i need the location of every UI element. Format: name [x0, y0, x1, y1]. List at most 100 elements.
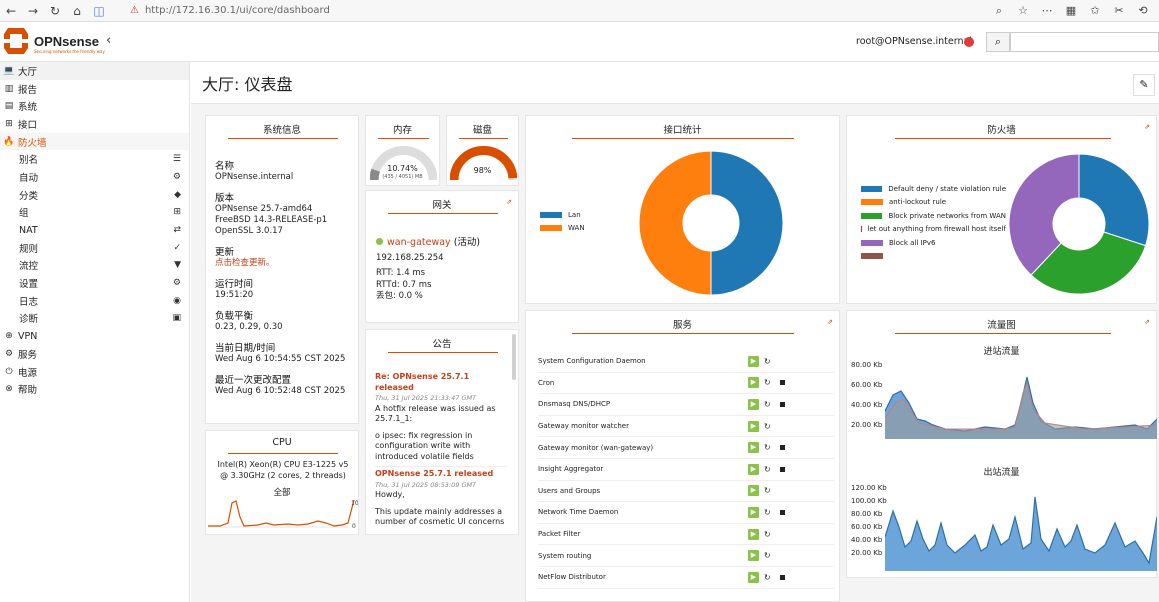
restart-icon[interactable]: ↻ — [764, 464, 771, 474]
user-label[interactable]: root@OPNsense.internal — [856, 36, 972, 47]
sidebar-subitem[interactable]: NAT ⇄ — [0, 221, 189, 239]
external-link-icon[interactable]: ⇗ — [827, 318, 833, 326]
sidebar-item[interactable]: ⊗ 帮助 — [0, 380, 189, 398]
donut-slice[interactable] — [1030, 231, 1147, 295]
legend-item[interactable]: Default deny / state violation rule — [861, 182, 1006, 196]
stop-icon[interactable] — [780, 380, 785, 386]
restart-icon[interactable]: ↻ — [764, 572, 771, 582]
undo-icon[interactable]: ⟲ — [1138, 3, 1148, 17]
legend-item[interactable] — [861, 250, 1006, 264]
legend-item[interactable]: anti-lockout rule — [861, 196, 1006, 210]
reload-icon[interactable]: ↻ — [49, 3, 61, 18]
restart-icon[interactable]: ↻ — [764, 529, 771, 539]
legend-item[interactable]: Lan — [540, 208, 585, 222]
ai-icon[interactable]: ◫ — [93, 3, 105, 18]
more-icon[interactable]: ⋯ — [1041, 3, 1053, 17]
start-icon[interactable]: ▶ — [748, 571, 759, 583]
sidebar-subitem[interactable]: 自动 ⚙ — [0, 168, 189, 186]
sidebar-subitem[interactable]: 设置 ⚙ — [0, 274, 189, 292]
fire-icon: 🔥 — [3, 136, 15, 147]
sidebar-item[interactable]: ⊕ VPN — [0, 327, 189, 345]
start-icon[interactable]: ▶ — [748, 463, 759, 475]
external-link-icon[interactable]: ⇗ — [1144, 123, 1150, 131]
address-bar[interactable]: ⚠ http://172.16.30.1/ui/core/dashboard — [130, 2, 330, 20]
zoom-icon[interactable]: ⌕ — [995, 3, 1003, 17]
collapse-sidebar-icon[interactable]: ‹ — [106, 33, 112, 48]
start-icon[interactable]: ▶ — [748, 420, 759, 432]
sidebar-item[interactable]: ▥ 报告 — [0, 80, 189, 98]
cpu-subtitle: 全部 — [273, 488, 291, 498]
donut-slice[interactable] — [638, 150, 712, 296]
datetime-label: 当前日期/时间 — [215, 343, 276, 354]
service-name: NetFlow Distributor — [538, 573, 606, 582]
start-icon[interactable]: ▶ — [748, 355, 759, 367]
restart-icon[interactable]: ↻ — [764, 443, 771, 453]
legend-item[interactable]: Block all IPv6 — [861, 236, 1006, 250]
stop-icon[interactable] — [780, 466, 785, 472]
sidebar-subitem[interactable]: 诊断 ▣ — [0, 310, 189, 328]
start-icon[interactable]: ▶ — [748, 485, 759, 497]
scrollbar[interactable] — [512, 334, 516, 380]
traffic-in-chart — [885, 376, 1157, 439]
uptime-label: 运行时间 — [215, 279, 254, 290]
sidebar-item[interactable]: 🔥 防火墙 — [0, 132, 189, 151]
tools-icon[interactable]: ✂ — [1114, 3, 1124, 17]
service-row: Insight Aggregator ▶ ↻ — [538, 459, 834, 481]
sidebar-item[interactable]: ▤ 系统 — [0, 97, 189, 115]
external-link-icon[interactable]: ⇗ — [506, 198, 512, 206]
cog-icon: ⚙ — [172, 171, 181, 182]
legend-item[interactable]: WAN — [540, 222, 585, 236]
donut-slice[interactable] — [1078, 153, 1150, 247]
favorites-icon[interactable]: ✩ — [1090, 3, 1100, 17]
back-icon[interactable]: ← — [5, 3, 17, 18]
start-icon[interactable]: ▶ — [748, 398, 759, 410]
announcement-title[interactable]: Re: OPNsense 25.7.1 released — [375, 372, 470, 392]
restart-icon[interactable]: ↻ — [764, 551, 771, 561]
sidebar-subitem[interactable]: 别名 ☰ — [0, 150, 189, 168]
donut-slice[interactable] — [1008, 153, 1080, 276]
stop-icon[interactable] — [780, 401, 785, 407]
service-name: Gateway monitor watcher — [538, 422, 629, 431]
restart-icon[interactable]: ↻ — [764, 378, 771, 388]
search-input[interactable] — [1010, 32, 1159, 52]
sidebar-item[interactable]: 💻 大厅 — [0, 62, 189, 80]
search-icon[interactable]: ⌕ — [986, 32, 1010, 52]
sidebar-item[interactable]: ⚙ 服务 — [0, 345, 189, 363]
restart-icon[interactable]: ↻ — [764, 399, 771, 409]
sidebar-item[interactable]: ⊞ 接口 — [0, 115, 189, 133]
sidebar-subitem[interactable]: 组 ⊞ — [0, 204, 189, 222]
sidebar-subitem[interactable]: 规则 ✓ — [0, 239, 189, 257]
stop-icon[interactable] — [780, 574, 785, 580]
restart-icon[interactable]: ↻ — [764, 486, 771, 496]
gateway-name[interactable]: wan-gateway — [387, 237, 451, 248]
firewall-widget: 防火墙 ⇗ Default deny / state violation rul… — [846, 115, 1157, 304]
start-icon[interactable]: ▶ — [748, 528, 759, 540]
external-link-icon[interactable]: ⇗ — [1144, 318, 1150, 326]
sidebar-item-label: 日志 — [19, 296, 39, 308]
stop-icon[interactable] — [780, 509, 785, 515]
legend-item[interactable]: Block private networks from WAN — [861, 209, 1006, 223]
sidebar-item[interactable]: ⏻ 电源 — [0, 363, 189, 381]
sidebar-subitem[interactable]: 分类 ◆ — [0, 186, 189, 204]
sidebar-subitem[interactable]: 流控 ▼ — [0, 257, 189, 275]
edit-dashboard-icon[interactable]: ✎ — [1133, 74, 1155, 96]
restart-icon[interactable]: ↻ — [764, 507, 771, 517]
legend-item[interactable]: let out anything from firewall host itse… — [861, 223, 1006, 237]
home-icon[interactable]: ⌂ — [73, 3, 81, 18]
donut-slice[interactable] — [710, 150, 784, 296]
forward-icon[interactable]: → — [27, 3, 39, 18]
restart-icon[interactable]: ↻ — [764, 421, 771, 431]
star-icon[interactable]: ☆ — [1018, 3, 1028, 17]
start-icon[interactable]: ▶ — [748, 506, 759, 518]
announcement-body: A hotfix release was issued as 25.7.1_1: — [375, 403, 496, 424]
start-icon[interactable]: ▶ — [748, 442, 759, 454]
extensions-icon[interactable]: ▦ — [1065, 3, 1077, 17]
status-indicator[interactable] — [964, 37, 974, 47]
start-icon[interactable]: ▶ — [748, 377, 759, 389]
start-icon[interactable]: ▶ — [748, 550, 759, 562]
stop-icon[interactable] — [780, 445, 785, 451]
check-updates-link[interactable]: 点击检查更新。 — [215, 258, 275, 268]
sidebar-subitem[interactable]: 日志 ◉ — [0, 292, 189, 310]
announcement-title[interactable]: OPNsense 25.7.1 released — [375, 469, 494, 478]
restart-icon[interactable]: ↻ — [764, 356, 771, 366]
